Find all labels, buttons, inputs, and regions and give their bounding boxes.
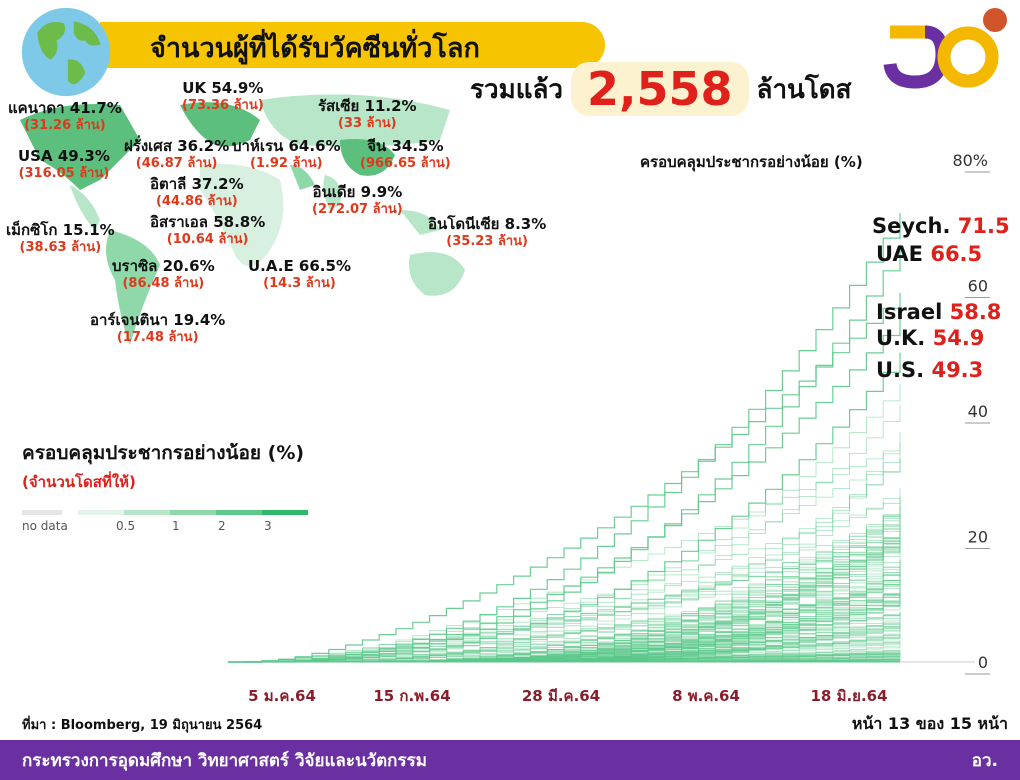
legend-swatch [262,510,308,515]
map-label: อินโดนีเซีย 8.3% (35.23 ล้าน) [428,215,547,250]
legend-swatch [22,510,62,515]
x-tick-label: 5 ม.ค.64 [248,687,316,705]
legend-tick: 1 [172,519,180,533]
total-doses: รวมแล้ว 2,558 ล้านโดส [470,62,852,116]
y-tick-label: 80% [952,151,988,170]
y-tick-label: 0 [978,653,988,672]
legend-swatch [124,510,170,515]
map-label: จีน 34.5% (966.65 ล้าน) [360,137,451,172]
map-label: ฝรั่งเศส 36.2% (46.87 ล้าน) [124,137,230,172]
x-tick-label: 28 มี.ค.64 [521,687,601,705]
page-number: หน้า 13 ของ 15 หน้า [851,714,1008,733]
map-label: อิสราเอล 58.8% (10.64 ล้าน) [150,213,266,248]
legend-swatch [78,510,124,515]
world-map [20,94,465,345]
map-label: อินเดีย 9.9% (272.07 ล้าน) [312,183,403,218]
map-label: อาร์เจนตินา 19.4% (17.48 ล้าน) [90,311,226,346]
ministry-abbr: อว. [971,750,998,771]
legend-tick: no data [22,519,68,533]
source-note: ที่มา : Bloomberg, 19 มิถุนายน 2564 [22,718,263,733]
highlight-label: U.S. 49.3 [876,358,984,382]
legend-swatch [170,510,216,515]
highlight-label: U.K. 54.9 [876,326,985,350]
x-tick-label: 15 ก.พ.64 [373,687,451,705]
legend-tick: 0.5 [116,519,135,533]
map-legend: no data 0.5 1 2 3 [22,510,308,533]
x-tick-label: 8 พ.ค.64 [672,687,740,705]
chart-title: ครอบคลุมประชากรอย่างน้อย (%) [640,153,863,171]
country-line [228,521,901,663]
globe-icon [21,7,111,97]
legend-swatch [216,510,262,515]
legend-tick: 2 [218,519,226,533]
map-label: เม็กซิโก 15.1% (38.63 ล้าน) [6,221,115,256]
map-label: U.A.E 66.5% (14.3 ล้าน) [248,257,351,292]
highlight-label: Israel 58.8 [876,300,1002,324]
country-line [228,293,901,663]
y-tick-label: 40 [968,402,988,421]
footer-bar: กระทรวงการอุดมศึกษา วิทยาศาสตร์ วิจัยและ… [0,740,1020,780]
highlight-label: Seych. 71.5 [872,214,1010,238]
highlight-label: UAE 66.5 [876,242,983,266]
ministry-name: กระทรวงการอุดมศึกษา วิทยาศาสตร์ วิจัยและ… [22,750,427,771]
legend-subtitle: (จำนวนโดสที่ให้) [22,473,136,491]
legend-title: ครอบคลุมประชากรอย่างน้อย (%) [22,442,305,464]
country-line [228,568,901,663]
total-doses-value: 2,558 [571,62,749,116]
country-line [228,443,901,663]
x-tick-label: 18 มิ.ย.64 [810,687,888,705]
page-title: จำนวนผู้ที่ได้รับวัคซีนทั่วโลก [150,33,480,64]
map-label: แคนาดา 41.7% (31.26 ล้าน) [8,99,122,134]
map-label: อิตาลี 37.2% (44.86 ล้าน) [150,175,244,210]
map-label: รัสเซีย 11.2% (33 ล้าน) [318,97,417,132]
map-label: UK 54.9% (73.36 ล้าน) [182,79,264,114]
ministry-logo [883,8,1007,89]
country-lines [228,213,901,663]
legend-tick: 3 [264,519,272,533]
map-label: บาห์เรน 64.6% (1.92 ล้าน) [232,137,341,172]
coverage-chart: 0 20 40 60 80% [228,151,990,675]
title-banner [100,22,605,68]
y-tick-label: 60 [968,277,988,296]
y-tick-label: 20 [968,528,988,547]
map-label: บราซิล 20.6% (86.48 ล้าน) [112,257,215,292]
map-label: USA 49.3% (316.05 ล้าน) [18,147,110,182]
